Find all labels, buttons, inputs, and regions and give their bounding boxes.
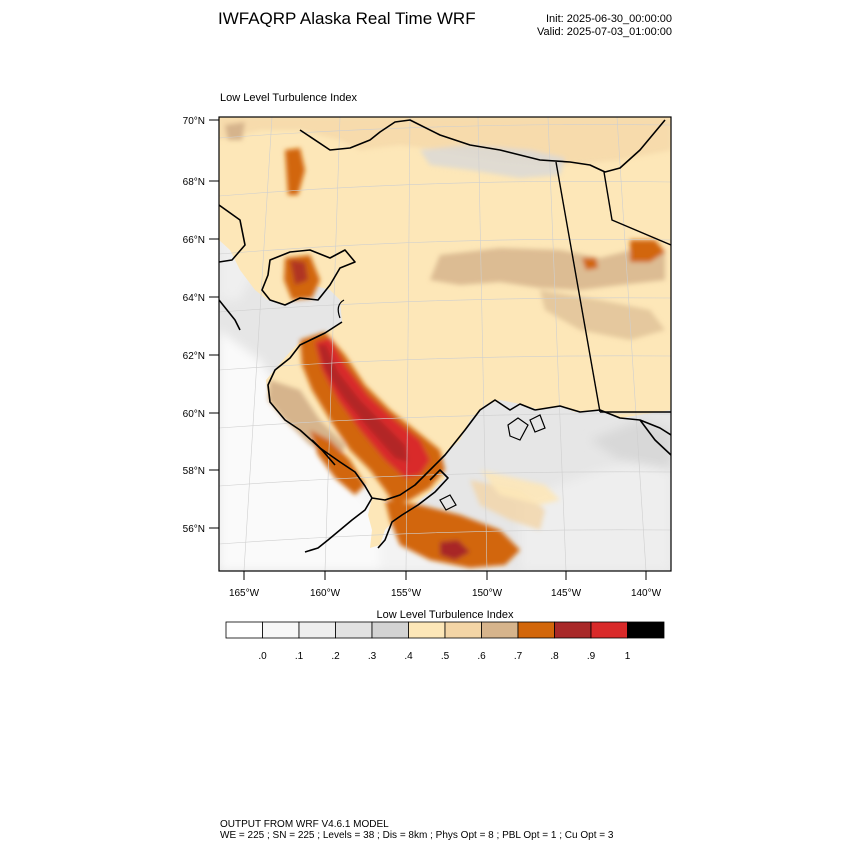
lat-labels: 70°N 68°N 66°N 64°N 62°N 60°N 58°N 56°N <box>183 116 205 535</box>
colorbar-tick-label: .8 <box>550 651 559 662</box>
lon-label: 140°W <box>631 588 662 599</box>
colorbar-box <box>225 621 263 639</box>
lon-label: 165°W <box>229 588 260 599</box>
colorbar-box <box>444 621 482 639</box>
colorbar-tick-label: .2 <box>331 651 340 662</box>
colorbar-tick-label: .5 <box>441 651 450 662</box>
colorbar-tick-label: .3 <box>368 651 377 662</box>
lat-label: 68°N <box>183 177 205 188</box>
colorbar-box <box>335 621 373 639</box>
plot-title: IWFAQRP Alaska Real Time WRF <box>218 9 476 28</box>
valid-time: Valid: 2025-07-03_01:00:00 <box>537 26 672 38</box>
lon-label: 160°W <box>310 588 341 599</box>
run-times: Init: 2025-06-30_00:00:00 Valid: 2025-07… <box>537 13 672 39</box>
colorbar-tick-label: .9 <box>587 651 596 662</box>
colorbar-tick-label: .0 <box>258 651 267 662</box>
lon-labels: 165°W 160°W 155°W 150°W 145°W 140°W <box>229 588 662 599</box>
lat-label: 62°N <box>183 351 205 362</box>
colorbar-box <box>371 621 409 639</box>
colorbar-box <box>590 621 628 639</box>
colorbar-tick-label: 1 <box>625 651 631 662</box>
init-time: Init: 2025-06-30_00:00:00 <box>546 13 672 25</box>
lat-label: 66°N <box>183 235 205 246</box>
footer-line-config: WE = 225 ; SN = 225 ; Levels = 38 ; Dis … <box>220 830 614 841</box>
colorbar-tick-label: .6 <box>477 651 486 662</box>
colorbar-box <box>627 621 665 639</box>
lon-label: 145°W <box>551 588 582 599</box>
colorbar-box <box>554 621 592 639</box>
lat-label: 56°N <box>183 524 205 535</box>
lon-ticks <box>243 571 647 580</box>
coastlines <box>219 119 671 553</box>
colorbar-tick-label: .4 <box>404 651 413 662</box>
colorbar-box <box>408 621 446 639</box>
lon-label: 155°W <box>391 588 422 599</box>
colorbar-labels: .0 .1 .2 .3 .4 .5 .6 .7 .8 .9 1 <box>258 651 630 662</box>
colorbar-tick-label: .7 <box>514 651 523 662</box>
panel-title: Low Level Turbulence Index <box>220 92 357 104</box>
graticule <box>219 117 671 571</box>
colorbar-box <box>481 621 519 639</box>
lon-label: 150°W <box>472 588 503 599</box>
lat-label: 64°N <box>183 293 205 304</box>
islands <box>337 299 546 511</box>
colorbar-box <box>298 621 336 639</box>
colorbar <box>225 621 665 639</box>
colorbar-box <box>262 621 300 639</box>
footer-line-model: OUTPUT FROM WRF V4.6.1 MODEL <box>220 819 389 830</box>
borders <box>555 161 671 413</box>
lat-label: 60°N <box>183 409 205 420</box>
turbulence-shading <box>219 117 671 568</box>
colorbar-title: Low Level Turbulence Index <box>376 609 514 621</box>
lat-label: 70°N <box>183 116 205 127</box>
map-frame <box>218 116 672 572</box>
lat-ticks <box>209 119 219 529</box>
map-field <box>219 117 671 571</box>
lat-label: 58°N <box>183 466 205 477</box>
model-footer: OUTPUT FROM WRF V4.6.1 MODEL WE = 225 ; … <box>220 819 613 841</box>
colorbar-tick-label: .1 <box>295 651 304 662</box>
colorbar-box <box>517 621 555 639</box>
